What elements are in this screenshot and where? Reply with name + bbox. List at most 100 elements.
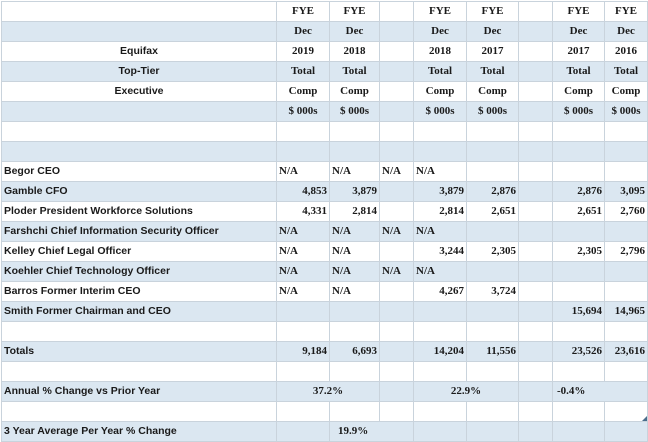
- exec-name: Gamble CFO: [1, 181, 277, 202]
- value-cell: [552, 221, 605, 242]
- spacer-cell: [379, 381, 414, 402]
- header-cell: Comp: [604, 81, 648, 102]
- header-row-fye: FYE FYE FYE FYE FYE FYE: [1, 1, 648, 22]
- value-cell: N/A: [413, 161, 467, 182]
- value-cell: 4,853: [276, 181, 330, 202]
- value-cell: 2,876: [552, 181, 605, 202]
- value-cell: N/A: [329, 241, 380, 262]
- value-cell: 2,305: [552, 241, 605, 262]
- value-cell: 3,879: [329, 181, 380, 202]
- value-cell: 4,331: [276, 201, 330, 222]
- value-cell: [466, 301, 519, 322]
- spacer-cell: [518, 41, 553, 62]
- spacer-cell: [518, 61, 553, 82]
- value-cell: N/A: [329, 221, 380, 242]
- header-cell: 2017: [552, 41, 605, 62]
- spacer-cell: [518, 261, 553, 282]
- value-cell: 2,814: [329, 201, 380, 222]
- header-cell: Dec: [413, 21, 467, 42]
- spacer-cell: [518, 81, 553, 102]
- header-cell: Comp: [413, 81, 467, 102]
- three-year-average-value: 19.9%: [329, 421, 414, 442]
- header-cell: 2019: [276, 41, 330, 62]
- header-cell: Comp: [276, 81, 330, 102]
- annual-change-2018: 22.9%: [413, 381, 519, 402]
- value-cell: N/A: [276, 261, 330, 282]
- spacer-cell: [518, 21, 553, 42]
- spacer-cell: [518, 201, 553, 222]
- header-label-equifax: Equifax: [1, 41, 277, 62]
- blank-row: [1, 141, 648, 162]
- value-cell: 3,879: [413, 181, 467, 202]
- total-cell: 11,556: [466, 341, 519, 362]
- annual-change-2019: 37.2%: [276, 381, 380, 402]
- spacer-cell: [379, 41, 414, 62]
- value-cell: 2,760: [604, 201, 648, 222]
- header-label-cell: [1, 21, 277, 42]
- spacer-cell: [379, 301, 414, 322]
- value-cell: 15,694: [552, 301, 605, 322]
- value-cell: 2,305: [466, 241, 519, 262]
- header-cell: $ 000s: [466, 101, 519, 122]
- header-cell: Comp: [552, 81, 605, 102]
- total-cell: 23,616: [604, 341, 648, 362]
- total-cell: 14,204: [413, 341, 467, 362]
- header-cell: Dec: [604, 21, 648, 42]
- spacer-cell: [518, 381, 553, 402]
- spacer-cell: [379, 21, 414, 42]
- header-label-top-tier: Top-Tier: [1, 61, 277, 82]
- value-cell: 2,651: [552, 201, 605, 222]
- spacer-cell: [379, 101, 414, 122]
- table-row: Barros Former Interim CEO N/A N/A 4,267 …: [1, 281, 648, 302]
- annual-change-2017: -0.4%: [552, 381, 648, 402]
- table-row: Koehler Chief Technology Officer N/A N/A…: [1, 261, 648, 282]
- header-cell: $ 000s: [276, 101, 330, 122]
- spacer-cell: [518, 1, 553, 22]
- spacer-cell: [379, 241, 414, 262]
- header-label-executive: Executive: [1, 81, 277, 102]
- header-cell: 2018: [329, 41, 380, 62]
- totals-label: Totals: [1, 341, 277, 362]
- three-year-average-label: 3 Year Average Per Year % Change: [1, 421, 277, 442]
- annual-change-label: Annual % Change vs Prior Year: [1, 381, 277, 402]
- value-cell: 14,965: [604, 301, 648, 322]
- header-cell: 2018: [413, 41, 467, 62]
- value-cell: N/A: [329, 261, 380, 282]
- value-cell: N/A: [276, 221, 330, 242]
- header-label-cell: [1, 1, 277, 22]
- spacer-cell: [518, 221, 553, 242]
- header-cell: $ 000s: [329, 101, 380, 122]
- header-cell: FYE: [552, 1, 605, 22]
- spacer-cell: [413, 421, 467, 442]
- header-cell: Total: [413, 61, 467, 82]
- value-cell: 2,651: [466, 201, 519, 222]
- value-cell: N/A: [379, 261, 414, 282]
- header-cell: FYE: [413, 1, 467, 22]
- header-cell: $ 000s: [413, 101, 467, 122]
- value-cell: [276, 301, 330, 322]
- header-cell: 2017: [466, 41, 519, 62]
- value-cell: 3,095: [604, 181, 648, 202]
- three-year-average-row: 3 Year Average Per Year % Change 19.9%: [1, 421, 648, 442]
- spacer-cell: [379, 81, 414, 102]
- blank-row: [1, 321, 648, 342]
- value-cell: [413, 301, 467, 322]
- header-row-comp: Executive Comp Comp Comp Comp Comp Comp: [1, 81, 648, 102]
- header-row-total: Top-Tier Total Total Total Total Total T…: [1, 61, 648, 82]
- value-cell: 3,724: [466, 281, 519, 302]
- total-cell: 6,693: [329, 341, 380, 362]
- table-row: Begor CEO N/A N/A N/A N/A: [1, 161, 648, 182]
- header-cell: Comp: [329, 81, 380, 102]
- value-cell: [604, 221, 648, 242]
- table-row: Smith Former Chairman and CEO 15,694 14,…: [1, 301, 648, 322]
- spacer-cell: [518, 241, 553, 262]
- header-cell: Total: [329, 61, 380, 82]
- spacer-cell: [466, 161, 519, 182]
- spacer-cell: [276, 421, 330, 442]
- header-cell: Dec: [276, 21, 330, 42]
- exec-name: Begor CEO: [1, 161, 277, 182]
- table-row: Ploder President Workforce Solutions 4,3…: [1, 201, 648, 222]
- spacer-cell: [379, 341, 414, 362]
- spacer-cell: [518, 181, 553, 202]
- spacer-cell: [604, 421, 648, 442]
